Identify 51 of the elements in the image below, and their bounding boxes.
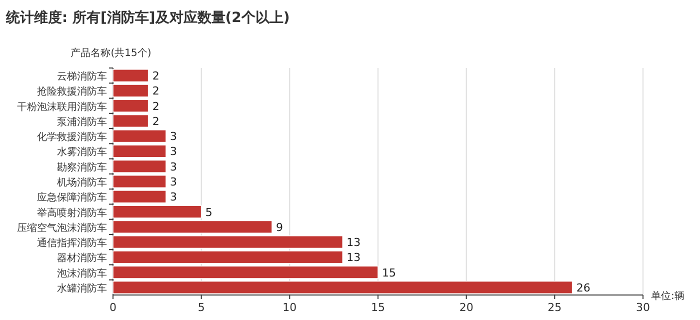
data-label: 3	[170, 160, 177, 174]
y-tick-label: 勘察消防车	[57, 161, 107, 174]
x-axis-title: 单位:辆	[651, 290, 684, 302]
x-tick-label: 10	[282, 301, 297, 314]
y-tick-label: 应急保障消防车	[37, 192, 107, 204]
bar	[112, 220, 272, 234]
x-tick-label: 30	[636, 301, 650, 314]
y-tick-label: 泡沫消防车	[57, 267, 107, 280]
chart-title: 统计维度: 所有[消防车]及对应数量(2个以上)	[5, 9, 290, 26]
data-label: 3	[170, 145, 177, 158]
bar	[112, 280, 573, 294]
x-tick-label: 5	[198, 301, 205, 314]
y-tick-label: 水罐消防车	[57, 282, 107, 294]
bar	[112, 144, 166, 158]
data-label: 26	[576, 281, 590, 294]
y-tick-label: 干粉泡沫联用消防车	[17, 100, 107, 113]
data-label: 13	[346, 236, 361, 250]
y-tick-label: 机场消防车	[57, 176, 107, 188]
bar	[112, 235, 344, 249]
x-tick-label: 0	[110, 301, 116, 314]
data-label: 3	[170, 176, 177, 188]
y-tick-label: 云梯消防车	[57, 70, 107, 83]
data-label: 2	[152, 84, 160, 98]
x-tick-label: 15	[371, 301, 385, 314]
y-axis-title: 产品名称(共15个)	[70, 47, 152, 59]
bar	[112, 114, 149, 128]
data-label: 2	[152, 70, 160, 83]
data-label: 2	[152, 100, 160, 113]
y-tick-label: 泵浦消防车	[57, 116, 107, 128]
data-label: 13	[346, 251, 361, 264]
data-label: 2	[152, 114, 160, 128]
x-tick-label: 20	[459, 301, 474, 314]
bar	[112, 174, 166, 188]
data-label: 15	[382, 266, 396, 280]
y-tick-label: 水雾消防车	[57, 146, 107, 158]
y-tick-label: 抢险救援消防车	[37, 86, 107, 98]
data-label: 9	[276, 220, 283, 234]
bar	[112, 129, 166, 143]
y-tick-label: 器材消防车	[57, 252, 107, 264]
y-tick-label: 通信指挥消防车	[37, 237, 107, 250]
x-tick-label: 25	[548, 301, 562, 314]
y-tick-label: 化学救援消防车	[37, 131, 107, 144]
bar	[112, 160, 166, 173]
bar	[112, 205, 202, 218]
y-tick-label: 压缩空气泡沫消防车	[17, 222, 107, 234]
bar	[112, 68, 149, 82]
data-label: 3	[170, 130, 177, 144]
data-label: 5	[205, 206, 212, 219]
y-tick-label: 举高喷射消防车	[37, 206, 107, 219]
data-label: 3	[170, 190, 177, 204]
bar	[112, 190, 166, 204]
